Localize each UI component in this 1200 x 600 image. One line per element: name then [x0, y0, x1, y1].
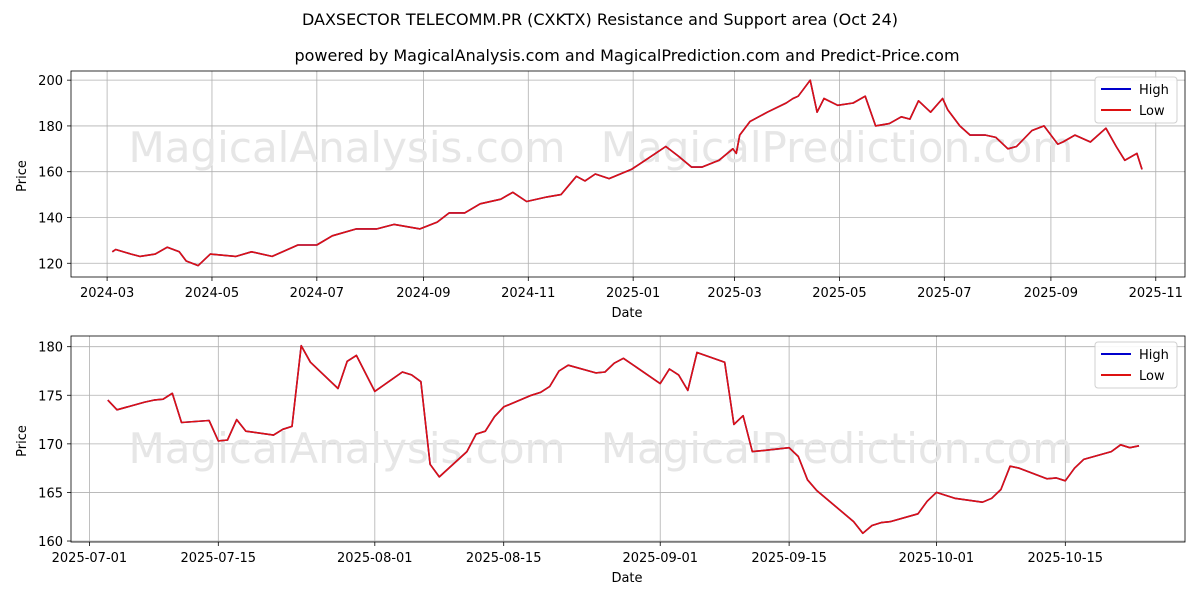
top-watermark-left: MagicalAnalysis.com — [129, 123, 566, 172]
x-tick-label: 2025-07 — [917, 286, 971, 301]
x-tick-label: 2025-09-15 — [751, 551, 827, 566]
chart-subtitle: powered by MagicalAnalysis.com and Magic… — [294, 46, 959, 65]
bottom-watermark-right: MagicalPrediction.com — [601, 424, 1074, 473]
bottom-legend: High Low — [1094, 341, 1178, 389]
top-y-axis-label: Price — [15, 160, 30, 192]
x-tick-label: 2024-05 — [185, 286, 239, 301]
x-tick-label: 2024-09 — [396, 286, 450, 301]
bottom-y-axis-label: Price — [15, 425, 30, 457]
x-tick-label: 2024-03 — [80, 286, 134, 301]
y-tick-label: 175 — [38, 389, 63, 404]
y-tick-label: 160 — [38, 166, 63, 181]
top-x-axis-label: Date — [611, 306, 642, 321]
y-tick-label: 180 — [38, 341, 63, 356]
x-tick-label: 2025-10-01 — [899, 551, 975, 566]
series-line-low — [111, 79, 1143, 267]
x-tick-label: 2025-10-15 — [1028, 551, 1104, 566]
bottom-x-ticks: 2025-07-01 2025-07-15 2025-08-01 2025-08-15… — [52, 542, 1103, 566]
series-line-low — [107, 344, 1140, 535]
x-tick-label: 2025-08-01 — [337, 551, 413, 566]
top-grid — [71, 71, 1185, 277]
y-tick-label: 120 — [38, 257, 63, 272]
bottom-series-lines — [107, 344, 1140, 535]
bottom-legend-low-label: Low — [1139, 369, 1165, 384]
bottom-panel: MagicalAnalysis.com MagicalPrediction.co… — [15, 335, 1186, 586]
x-tick-label: 2025-03 — [707, 286, 761, 301]
y-tick-label: 170 — [38, 438, 63, 453]
top-plot-frame — [70, 70, 1186, 278]
x-tick-label: 2025-07-15 — [181, 551, 257, 566]
top-panel: MagicalAnalysis.com MagicalPrediction.co… — [15, 70, 1186, 321]
bottom-y-ticks: 160 165 170 175 180 — [38, 341, 71, 550]
y-tick-label: 165 — [38, 486, 63, 501]
top-watermark-right: MagicalPrediction.com — [601, 123, 1074, 172]
x-tick-label: 2025-09-01 — [622, 551, 698, 566]
x-tick-label: 2025-05 — [812, 286, 866, 301]
bottom-watermark-left: MagicalAnalysis.com — [129, 424, 566, 473]
x-tick-label: 2025-11 — [1129, 286, 1183, 301]
y-tick-label: 140 — [38, 211, 63, 226]
x-tick-label: 2025-09 — [1024, 286, 1078, 301]
top-legend: High Low — [1094, 76, 1178, 124]
y-tick-label: 200 — [38, 74, 63, 89]
top-legend-low-label: Low — [1139, 104, 1165, 119]
bottom-grid — [71, 336, 1185, 542]
x-tick-label: 2025-07-01 — [52, 551, 128, 566]
x-tick-label: 2025-01 — [606, 286, 660, 301]
top-y-ticks: 120 140 160 180 200 — [38, 74, 71, 272]
bottom-legend-high-label: High — [1139, 348, 1169, 363]
top-x-ticks: 2024-03 2024-05 2024-07 2024-09 2024-11 2025-… — [80, 277, 1183, 301]
bottom-x-axis-label: Date — [611, 571, 642, 586]
x-tick-label: 2024-11 — [501, 286, 555, 301]
x-tick-label: 2025-08-15 — [466, 551, 542, 566]
top-legend-high-label: High — [1139, 83, 1169, 98]
bottom-plot-frame — [70, 335, 1186, 543]
series-line-high — [111, 79, 1143, 267]
chart-title: DAXSECTOR TELECOMM.PR (CXKTX) Resistance… — [302, 10, 898, 29]
top-series-lines — [111, 79, 1143, 267]
y-tick-label: 160 — [38, 535, 63, 550]
y-tick-label: 180 — [38, 120, 63, 135]
x-tick-label: 2024-07 — [290, 286, 344, 301]
